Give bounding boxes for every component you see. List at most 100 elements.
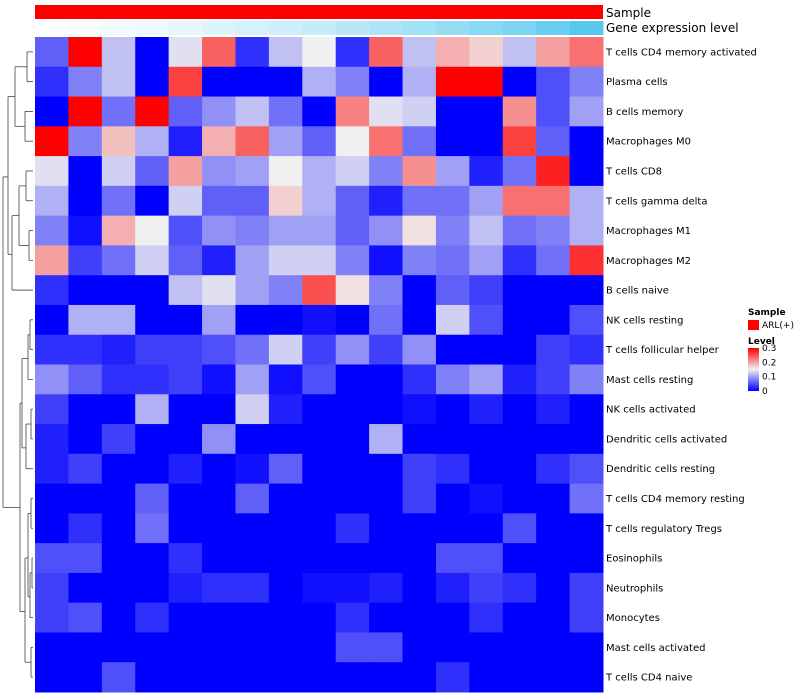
heatmap-cell xyxy=(235,513,270,544)
heatmap-cell xyxy=(101,96,136,127)
heatmap-cell xyxy=(536,215,571,246)
heatmap-cell xyxy=(435,96,470,127)
expression-annotation-cell xyxy=(536,21,571,35)
heatmap-cell xyxy=(68,245,103,276)
heatmap-cell xyxy=(268,156,303,187)
heatmap-cell xyxy=(435,156,470,187)
heatmap-cell xyxy=(569,334,604,365)
heatmap-cell xyxy=(335,245,370,276)
expression-annotation-cell xyxy=(68,21,103,35)
heatmap-cell xyxy=(402,453,437,485)
heatmap-cell xyxy=(335,513,370,544)
heatmap-cell xyxy=(168,304,203,336)
heatmap-cell xyxy=(135,126,170,157)
heatmap-cell xyxy=(35,513,69,544)
heatmap-cell xyxy=(202,37,236,68)
heatmap-cell xyxy=(135,543,170,574)
heatmap-cell xyxy=(202,126,236,157)
heatmap-cell xyxy=(235,185,270,217)
heatmap-cell xyxy=(302,513,337,544)
heatmap-cell xyxy=(202,543,236,574)
heatmap-cell xyxy=(536,304,571,336)
heatmap-cell xyxy=(369,185,404,217)
heatmap-cell xyxy=(168,453,203,485)
heatmap-cell xyxy=(302,394,337,425)
heatmap-cell xyxy=(569,543,604,574)
heatmap-cell xyxy=(302,245,337,276)
heatmap-cell xyxy=(202,304,236,336)
heatmap-cell xyxy=(335,394,370,425)
heatmap-cell xyxy=(235,215,270,246)
sample-annotation-bar xyxy=(35,5,603,19)
heatmap-cell xyxy=(502,334,537,365)
heatmap-cell xyxy=(569,602,604,633)
heatmap-cell xyxy=(101,543,136,574)
heatmap-cell xyxy=(268,37,303,68)
heatmap-cell xyxy=(435,424,470,455)
heatmap-cell xyxy=(369,572,404,604)
heatmap-cell xyxy=(135,304,170,336)
legend-level-title: Level xyxy=(748,337,775,347)
heatmap-cell xyxy=(101,662,136,693)
heatmap-cell xyxy=(68,37,103,68)
heatmap-cell xyxy=(302,334,337,365)
heatmap-cell xyxy=(435,126,470,157)
heatmap-cell xyxy=(101,37,136,68)
heatmap-cell xyxy=(502,513,537,544)
heatmap-cell xyxy=(469,304,504,336)
heatmap-cell xyxy=(202,662,236,693)
heatmap-cell xyxy=(202,364,236,395)
heatmap-cell xyxy=(302,483,337,514)
heatmap-cell xyxy=(502,364,537,395)
expression-annotation-cell xyxy=(369,21,404,35)
heatmap-cell xyxy=(135,215,170,246)
legend-level-ticks: 0.3 0.2 0.1 0 xyxy=(762,344,776,397)
heatmap-cell xyxy=(302,602,337,633)
heatmap-cell xyxy=(101,304,136,336)
heatmap-cell xyxy=(35,662,69,693)
heatmap-cell xyxy=(68,364,103,395)
row-label: Eosinophils xyxy=(606,554,662,565)
heatmap-cell xyxy=(569,245,604,276)
heatmap-cell xyxy=(235,334,270,365)
heatmap-cell xyxy=(536,572,571,604)
heatmap-cell xyxy=(335,602,370,633)
heatmap-cell xyxy=(168,334,203,365)
heatmap-cell xyxy=(536,96,571,127)
heatmap-cell xyxy=(369,453,404,485)
heatmap-cell xyxy=(202,424,236,455)
row-label: Dendritic cells resting xyxy=(606,464,715,475)
heatmap-cell xyxy=(502,215,537,246)
heatmap-cell xyxy=(369,245,404,276)
heatmap-cell xyxy=(569,66,604,98)
heatmap-cell xyxy=(402,334,437,365)
heatmap-cell xyxy=(35,394,69,425)
row-label: Neutrophils xyxy=(606,583,663,594)
heatmap-cell xyxy=(369,66,404,98)
row-label: T cells CD8 xyxy=(605,166,662,177)
heatmap-cell xyxy=(135,37,170,68)
heatmap-cell xyxy=(335,632,370,663)
heatmap-cell xyxy=(135,66,170,98)
heatmap-cell xyxy=(68,453,103,485)
heatmap-cell xyxy=(335,185,370,217)
row-label: Macrophages M1 xyxy=(606,226,691,237)
heatmap-cell xyxy=(536,334,571,365)
heatmap-cell xyxy=(202,572,236,604)
heatmap-cell xyxy=(435,37,470,68)
heatmap-cell xyxy=(235,304,270,336)
heatmap-cell xyxy=(469,572,504,604)
heatmap-cell xyxy=(502,543,537,574)
heatmap-cell xyxy=(469,126,504,157)
heatmap-cell xyxy=(35,334,69,365)
heatmap-cell xyxy=(135,185,170,217)
annotation-label-sample: Sample xyxy=(606,6,651,20)
heatmap-cell xyxy=(536,185,571,217)
heatmap-cell xyxy=(536,37,571,68)
heatmap-cell xyxy=(302,662,337,693)
heatmap-cell xyxy=(435,215,470,246)
heatmap-cell xyxy=(35,572,69,604)
heatmap-cell xyxy=(369,483,404,514)
row-label: Monocytes xyxy=(606,613,660,624)
heatmap-cell xyxy=(135,245,170,276)
